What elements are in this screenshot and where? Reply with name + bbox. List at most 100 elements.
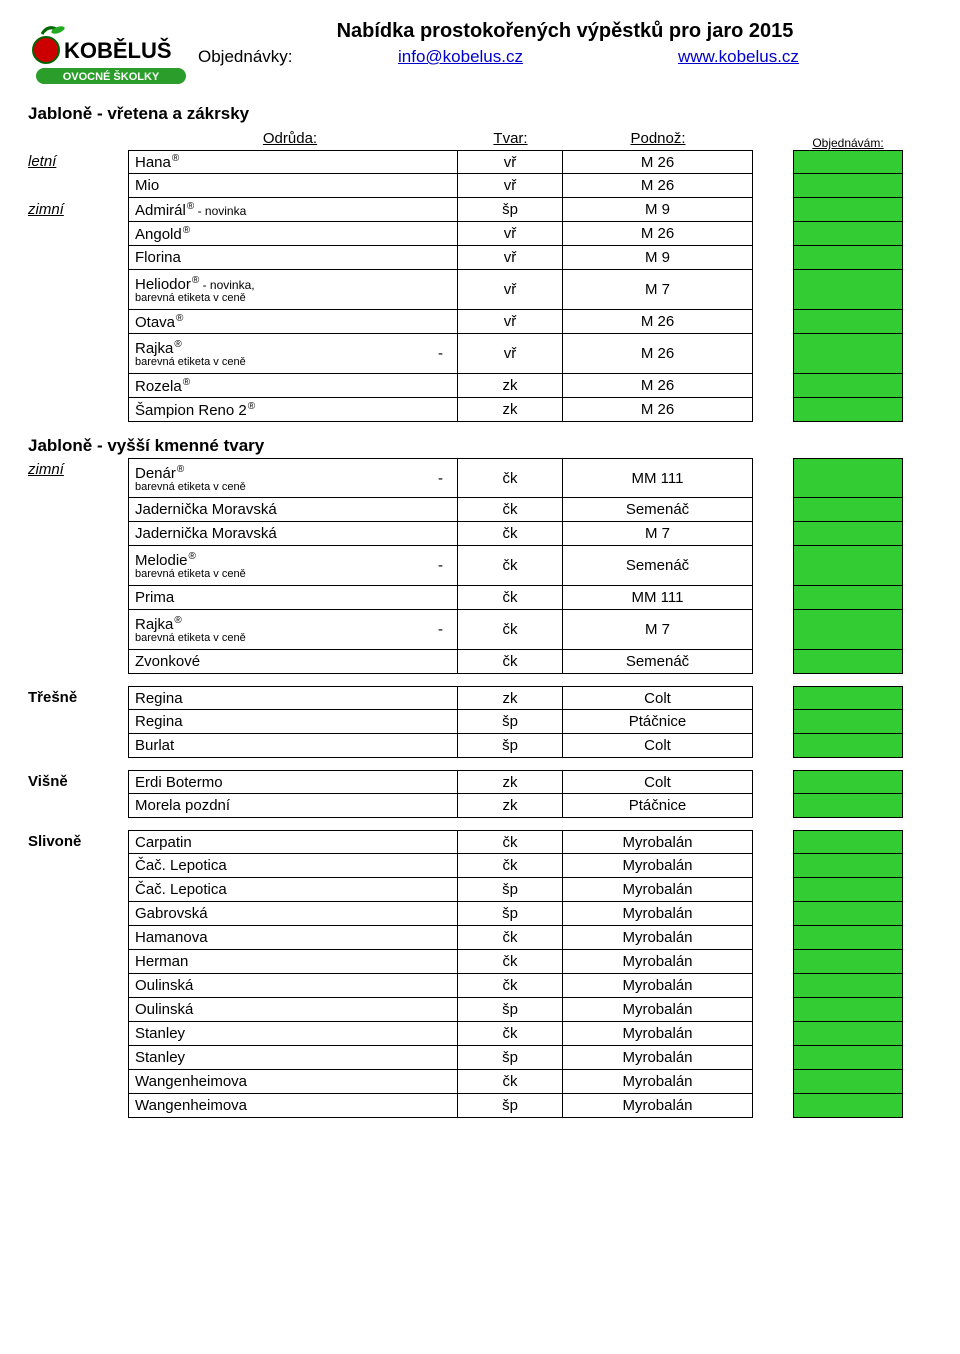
- table-row: StanleyšpMyrobalán: [28, 1046, 932, 1070]
- rootstock-value: M 26: [563, 374, 753, 398]
- table-row: Jadernička MoravskáčkM 7: [28, 522, 932, 546]
- shape-value: zk: [458, 794, 563, 818]
- rootstock-value: Myrobalán: [563, 902, 753, 926]
- rootstock-value: Semenáč: [563, 650, 753, 674]
- rootstock-value: Ptáčnice: [563, 710, 753, 734]
- variety-name: Stanley: [128, 1022, 458, 1046]
- shape-value: šp: [458, 998, 563, 1022]
- web-link[interactable]: www.kobelus.cz: [678, 47, 799, 67]
- rootstock-value: M 7: [563, 610, 753, 650]
- rootstock-value: M 26: [563, 398, 753, 422]
- table-row: MiovřM 26: [28, 174, 932, 198]
- shape-value: šp: [458, 710, 563, 734]
- order-quantity-input[interactable]: [793, 998, 903, 1022]
- order-quantity-input[interactable]: [793, 1022, 903, 1046]
- rootstock-value: Myrobalán: [563, 926, 753, 950]
- rootstock-value: Semenáč: [563, 546, 753, 586]
- rootstock-value: M 26: [563, 310, 753, 334]
- section-title: Jabloně - vřetena a zákrsky: [28, 104, 932, 124]
- order-quantity-input[interactable]: [793, 586, 903, 610]
- email-link[interactable]: info@kobelus.cz: [398, 47, 678, 67]
- rootstock-value: M 26: [563, 334, 753, 374]
- order-quantity-input[interactable]: [793, 546, 903, 586]
- variety-name: Melodie®barevná etiketa v ceně-: [128, 546, 458, 586]
- shape-value: vř: [458, 150, 563, 174]
- shape-value: čk: [458, 546, 563, 586]
- order-quantity-input[interactable]: [793, 926, 903, 950]
- order-quantity-input[interactable]: [793, 246, 903, 270]
- variety-name: Denár®barevná etiketa v ceně-: [128, 458, 458, 498]
- table-row: Heliodor® - novinka,barevná etiketa v ce…: [28, 270, 932, 310]
- order-quantity-input[interactable]: [793, 770, 903, 794]
- table-row: Melodie®barevná etiketa v ceně-čkSemenáč: [28, 546, 932, 586]
- variety-name: Čač. Lepotica: [128, 854, 458, 878]
- order-quantity-input[interactable]: [793, 610, 903, 650]
- variety-name: Erdi Botermo: [128, 770, 458, 794]
- order-quantity-input[interactable]: [793, 334, 903, 374]
- order-quantity-input[interactable]: [793, 854, 903, 878]
- order-quantity-input[interactable]: [793, 198, 903, 222]
- variety-name: Jadernička Moravská: [128, 522, 458, 546]
- order-quantity-input[interactable]: [793, 794, 903, 818]
- order-quantity-input[interactable]: [793, 522, 903, 546]
- table-row: Morela pozdnízkPtáčnice: [28, 794, 932, 818]
- rootstock-value: M 9: [563, 246, 753, 270]
- shape-value: zk: [458, 374, 563, 398]
- header-objednavam: Objednávám:: [793, 126, 903, 150]
- shape-value: čk: [458, 650, 563, 674]
- shape-value: čk: [458, 1022, 563, 1046]
- order-quantity-input[interactable]: [793, 174, 903, 198]
- shape-value: šp: [458, 878, 563, 902]
- order-quantity-input[interactable]: [793, 310, 903, 334]
- order-quantity-input[interactable]: [793, 878, 903, 902]
- variety-name: Wangenheimova: [128, 1070, 458, 1094]
- variety-name: Hamanova: [128, 926, 458, 950]
- order-quantity-input[interactable]: [793, 374, 903, 398]
- order-quantity-input[interactable]: [793, 650, 903, 674]
- shape-value: čk: [458, 950, 563, 974]
- rootstock-value: Myrobalán: [563, 998, 753, 1022]
- order-quantity-input[interactable]: [793, 950, 903, 974]
- table-row: WangenheimovašpMyrobalán: [28, 1094, 932, 1118]
- table-row: StanleyčkMyrobalán: [28, 1022, 932, 1046]
- header-odruda: Odrůda:: [128, 126, 458, 150]
- category-label: Třešně: [28, 686, 128, 710]
- shape-value: šp: [458, 1094, 563, 1118]
- order-quantity-input[interactable]: [793, 398, 903, 422]
- order-quantity-input[interactable]: [793, 974, 903, 998]
- order-quantity-input[interactable]: [793, 686, 903, 710]
- rootstock-value: Myrobalán: [563, 1022, 753, 1046]
- table-row: Rajka®barevná etiketa v ceně-čkM 7: [28, 610, 932, 650]
- variety-name: Morela pozdní: [128, 794, 458, 818]
- table-row: HamanovačkMyrobalán: [28, 926, 932, 950]
- order-quantity-input[interactable]: [793, 498, 903, 522]
- rootstock-value: M 26: [563, 222, 753, 246]
- table-row: Šampion Reno 2®zkM 26: [28, 398, 932, 422]
- table-row: Čač. LepoticašpMyrobalán: [28, 878, 932, 902]
- table-row: GabrovskášpMyrobalán: [28, 902, 932, 926]
- order-quantity-input[interactable]: [793, 270, 903, 310]
- shape-value: vř: [458, 222, 563, 246]
- order-quantity-input[interactable]: [793, 1046, 903, 1070]
- order-quantity-input[interactable]: [793, 710, 903, 734]
- order-quantity-input[interactable]: [793, 902, 903, 926]
- order-quantity-input[interactable]: [793, 1070, 903, 1094]
- rootstock-value: Myrobalán: [563, 950, 753, 974]
- page-title: Nabídka prostokořených výpěstků pro jaro…: [198, 20, 932, 43]
- shape-value: čk: [458, 974, 563, 998]
- order-quantity-input[interactable]: [793, 830, 903, 854]
- shape-value: čk: [458, 1070, 563, 1094]
- order-quantity-input[interactable]: [793, 150, 903, 174]
- rootstock-value: M 9: [563, 198, 753, 222]
- order-quantity-input[interactable]: [793, 1094, 903, 1118]
- order-quantity-input[interactable]: [793, 458, 903, 498]
- rootstock-value: Myrobalán: [563, 1046, 753, 1070]
- shape-value: zk: [458, 686, 563, 710]
- order-quantity-input[interactable]: [793, 734, 903, 758]
- variety-name: Florina: [128, 246, 458, 270]
- order-quantity-input[interactable]: [793, 222, 903, 246]
- logo: KOBĚLUŠ OVOCNÉ ŠKOLKY: [28, 20, 198, 90]
- section-title: Jabloně - vyšší kmenné tvary: [28, 436, 932, 456]
- rootstock-value: Ptáčnice: [563, 794, 753, 818]
- shape-value: šp: [458, 734, 563, 758]
